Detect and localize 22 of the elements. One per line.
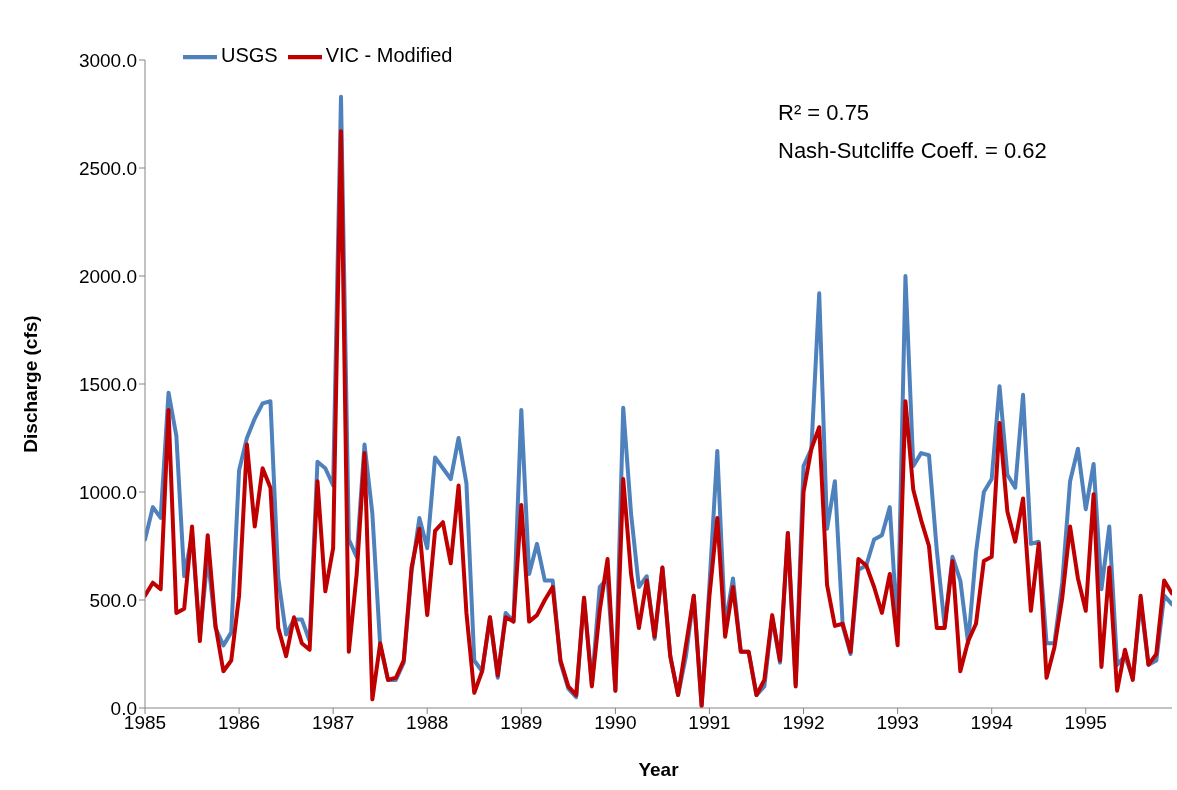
legend-label: VIC - Modified bbox=[325, 44, 453, 67]
y-axis-title: Discharge (cfs) bbox=[19, 315, 41, 453]
x-tick-label: 1993 bbox=[876, 712, 919, 734]
legend-label: USGS bbox=[221, 44, 278, 67]
y-tick-label: 2500.0 bbox=[78, 157, 137, 179]
x-tick-label: 1991 bbox=[688, 712, 731, 734]
y-tick-label: 3000.0 bbox=[78, 49, 137, 71]
annotation: Nash-Sutcliffe Coeff. = 0.62 bbox=[778, 138, 1047, 164]
y-tick-label: 2000.0 bbox=[78, 265, 137, 287]
x-tick-label: 1994 bbox=[970, 712, 1014, 734]
x-tick-label: 1989 bbox=[500, 712, 543, 734]
annotation: R² = 0.75 bbox=[778, 100, 870, 126]
y-tick-label: 500.0 bbox=[89, 589, 137, 611]
x-tick-label: 1992 bbox=[782, 712, 825, 734]
x-tick-label: 1988 bbox=[406, 712, 449, 734]
y-tick-label: 1000.0 bbox=[78, 481, 137, 503]
x-tick-label: 1995 bbox=[1064, 712, 1107, 734]
x-tick-label: 1990 bbox=[594, 712, 637, 734]
x-tick-label: 1986 bbox=[217, 712, 261, 734]
x-tick-label: 1987 bbox=[312, 712, 355, 734]
y-tick-label: 1500.0 bbox=[78, 373, 137, 395]
x-axis-title: Year bbox=[638, 759, 680, 780]
